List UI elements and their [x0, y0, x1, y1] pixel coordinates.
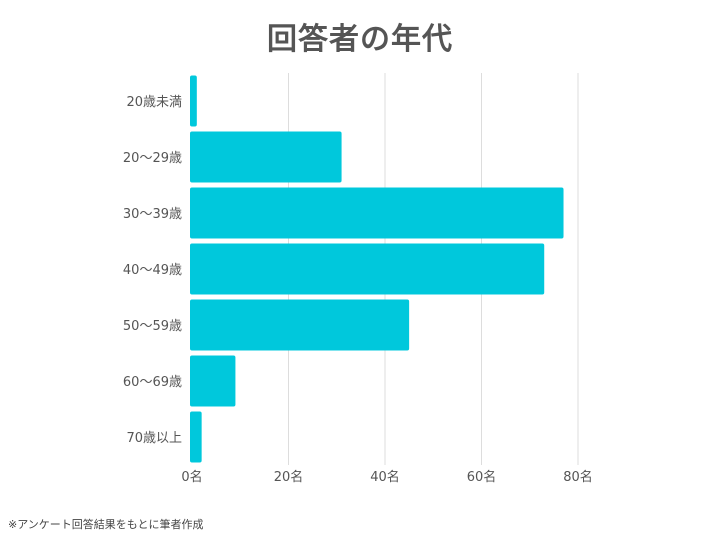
source-note: ※アンケート回答結果をもとに筆者作成: [8, 518, 204, 531]
bar: [190, 411, 202, 463]
chart-title: 回答者の年代: [267, 22, 453, 57]
bar: [190, 243, 545, 295]
category-labels: 20歳未満 20〜29歳 30〜39歳 40〜49歳 50〜59歳 60〜69歳 70歳以上: [123, 95, 182, 446]
x-tick-label: 20名: [274, 469, 304, 485]
category-label: 20歳未満: [126, 95, 182, 110]
category-label: 60〜69歳: [123, 375, 182, 390]
bars: [190, 75, 564, 463]
category-label: 40〜49歳: [123, 263, 182, 278]
bar: [190, 75, 197, 127]
bar: [190, 355, 236, 407]
bar: [190, 187, 564, 239]
x-tick-labels: 0名 20名 40名 60名 80名: [181, 469, 592, 485]
category-label: 30〜39歳: [123, 207, 182, 222]
category-label: 70歳以上: [126, 431, 182, 446]
x-tick-label: 80名: [563, 469, 593, 485]
bar: [190, 299, 410, 351]
x-tick-label: 60名: [467, 469, 497, 485]
bar: [190, 131, 342, 183]
x-tick-label: 0名: [181, 469, 202, 485]
category-label: 50〜59歳: [123, 319, 182, 334]
category-label: 20〜29歳: [123, 151, 182, 166]
x-tick-label: 40名: [370, 469, 400, 485]
